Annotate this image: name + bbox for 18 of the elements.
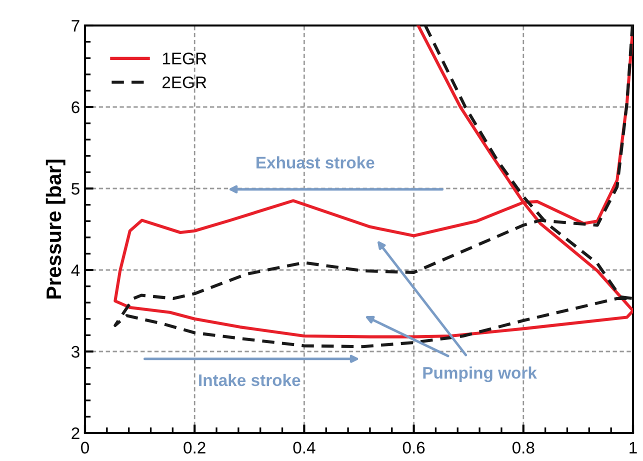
x-tick-label: 1 [630, 442, 637, 454]
x-tick-label: 0.2 [184, 442, 206, 454]
legend-label: 1EGR [162, 52, 206, 64]
y-tick-label: 2 [72, 427, 80, 440]
y-axis-title: Pressure [bar] [46, 160, 66, 298]
legend-label: 2EGR [162, 76, 206, 88]
x-tick-label: 0.4 [293, 442, 316, 454]
x-tick-label: 0.6 [402, 442, 425, 454]
y-tick-label: 6 [72, 101, 80, 114]
annotation: Exhuast stroke [256, 156, 374, 169]
annotation: Pumping work [423, 366, 537, 382]
y-tick-label: 5 [72, 183, 80, 195]
x-tick-label: 0.8 [512, 442, 534, 454]
x-tick-label: 0 [81, 442, 89, 454]
y-tick-label: 3 [72, 346, 80, 358]
y-tick-label: 7 [72, 20, 80, 32]
annotation: Intake stroke [199, 374, 300, 386]
y-tick-label: 4 [71, 264, 80, 276]
